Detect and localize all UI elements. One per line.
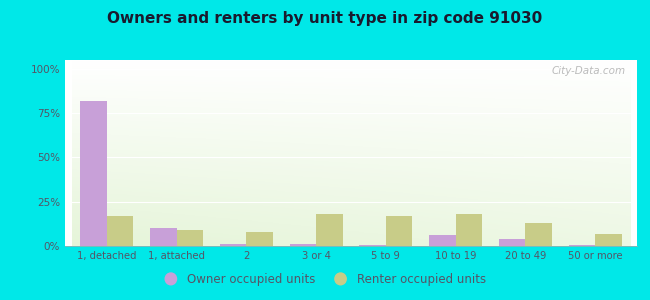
Bar <box>525 223 552 246</box>
Bar <box>107 216 133 246</box>
Bar <box>177 230 203 246</box>
Bar <box>81 101 107 246</box>
Text: City-Data.com: City-Data.com <box>551 66 625 76</box>
Text: Owners and renters by unit type in zip code 91030: Owners and renters by unit type in zip c… <box>107 11 543 26</box>
Bar <box>499 239 525 246</box>
Bar <box>150 228 177 246</box>
Bar <box>220 244 246 246</box>
Bar <box>595 234 621 246</box>
Bar <box>290 244 316 246</box>
Legend: Owner occupied units, Renter occupied units: Owner occupied units, Renter occupied un… <box>159 269 491 291</box>
Bar <box>429 236 456 246</box>
Bar <box>569 245 595 246</box>
Bar <box>456 214 482 246</box>
Bar <box>386 216 412 246</box>
Bar <box>316 214 343 246</box>
Bar <box>359 245 386 246</box>
Bar <box>246 232 273 246</box>
